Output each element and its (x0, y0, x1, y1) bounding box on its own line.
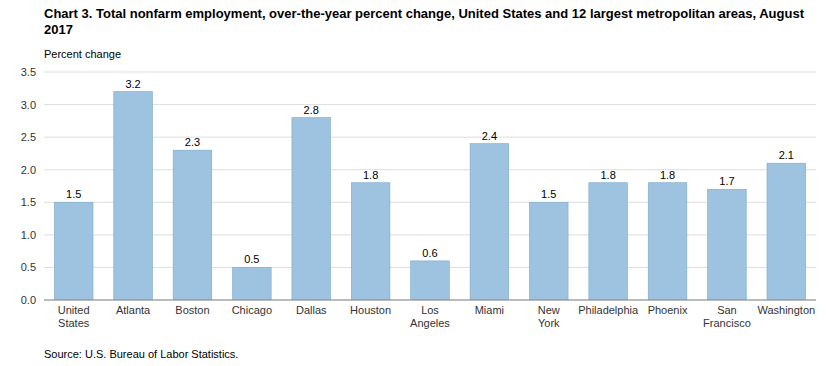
title-line: Chart 3. Total nonfarm employment, over-… (44, 6, 805, 21)
x-tick-label-line: Angeles (410, 317, 450, 329)
x-tick-label-line: Los (421, 304, 439, 316)
bar (351, 183, 390, 300)
chart: Chart 3. Total nonfarm employment, over-… (0, 0, 826, 366)
x-tick-label-line: Miami (475, 304, 504, 316)
x-tick-label: Philadelphia (578, 304, 639, 316)
bar (233, 267, 272, 300)
data-label: 3.2 (125, 78, 140, 90)
y-tick-label: 3.5 (21, 66, 36, 78)
x-tick-label: Dallas (296, 304, 327, 316)
x-tick-label-line: Francisco (703, 317, 751, 329)
y-tick-label: 1.5 (21, 196, 36, 208)
x-tick-label-line: York (538, 317, 560, 329)
x-tick-label: LosAngeles (410, 304, 450, 329)
data-label: 2.3 (185, 136, 200, 148)
x-tick-label: Houston (350, 304, 391, 316)
data-label: 1.8 (660, 169, 675, 181)
y-tick-label: 2.5 (21, 131, 36, 143)
data-label: 1.8 (363, 169, 378, 181)
bar (529, 202, 568, 300)
x-tick-label-line: Dallas (296, 304, 327, 316)
data-label: 2.8 (304, 104, 319, 116)
grid-line (44, 104, 816, 105)
bar (470, 144, 509, 300)
grid-line (44, 234, 816, 235)
bar (54, 202, 93, 300)
x-tick-label: Chicago (232, 304, 272, 316)
bars (54, 92, 805, 300)
data-label: 1.5 (66, 188, 81, 200)
data-label: 2.4 (482, 130, 497, 142)
x-tick-label-line: States (58, 317, 90, 329)
data-label: 1.8 (601, 169, 616, 181)
data-label: 0.5 (244, 253, 259, 265)
bar (173, 150, 212, 300)
bar (708, 189, 747, 300)
bar (648, 183, 687, 300)
title-line: 2017 (44, 22, 73, 37)
bar (411, 261, 450, 300)
data-label: 1.5 (541, 188, 556, 200)
y-axis-label: Percent change (44, 48, 121, 60)
x-axis-line (44, 300, 816, 301)
x-tick-label-line: Philadelphia (578, 304, 639, 316)
data-label: 0.6 (422, 247, 437, 259)
bar (292, 118, 331, 300)
x-tick-label: Atlanta (116, 304, 151, 316)
bar (767, 163, 806, 300)
x-tick-label: Boston (175, 304, 209, 316)
x-tick-label-line: New (538, 304, 560, 316)
y-tick-label: 2.0 (21, 164, 36, 176)
data-label: 1.7 (719, 175, 734, 187)
x-tick-label: Washington (757, 304, 815, 316)
x-tick-label: NewYork (538, 304, 560, 329)
x-tick-label-line: Chicago (232, 304, 272, 316)
y-tick-label: 0.5 (21, 261, 36, 273)
x-tick-label: Miami (475, 304, 504, 316)
x-tick-label: SanFrancisco (703, 304, 751, 329)
x-tick-label: UnitedStates (58, 304, 90, 329)
source: Source: U.S. Bureau of Labor Statistics. (44, 348, 238, 360)
grid-line (44, 202, 816, 203)
grid (44, 72, 816, 300)
x-tick-label: Phoenix (648, 304, 688, 316)
data-label: 2.1 (779, 149, 794, 161)
y-tick-label: 0.0 (21, 294, 36, 306)
grid-line (44, 137, 816, 138)
x-tick-label-line: Atlanta (116, 304, 151, 316)
x-tick-label-line: San (717, 304, 737, 316)
x-tick-label-line: United (58, 304, 90, 316)
bar (114, 92, 153, 300)
x-tick-label-line: Washington (757, 304, 815, 316)
y-tick-label: 3.0 (21, 99, 36, 111)
grid-line (44, 169, 816, 170)
grid-line (44, 72, 816, 73)
bar (589, 183, 628, 300)
x-tick-label-line: Houston (350, 304, 391, 316)
grid-line (44, 300, 816, 301)
x-tick-label-line: Boston (175, 304, 209, 316)
x-tick-label-line: Phoenix (648, 304, 688, 316)
title: Chart 3. Total nonfarm employment, over-… (44, 6, 805, 37)
y-tick-label: 1.0 (21, 229, 36, 241)
